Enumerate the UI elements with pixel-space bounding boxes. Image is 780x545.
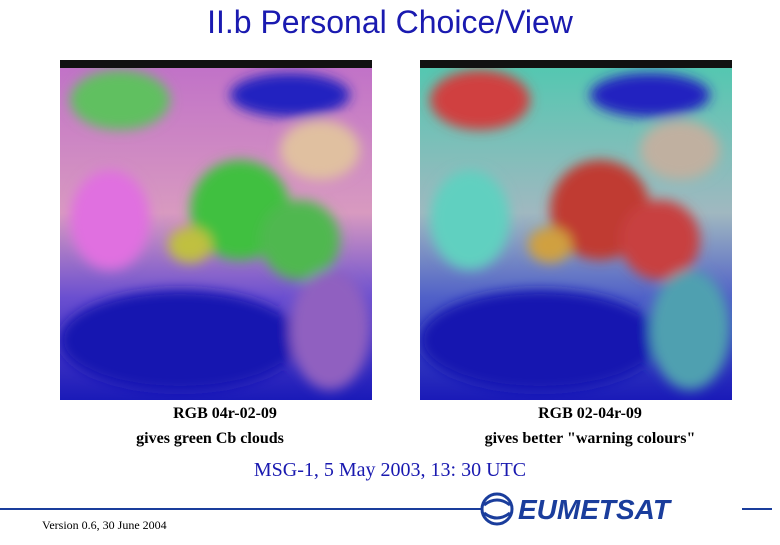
satellite-image-right <box>420 60 732 400</box>
logo-text: EUMETSAT <box>518 494 673 525</box>
slide-title: II.b Personal Choice/View <box>207 4 574 40</box>
caption-line: gives better "warning colours" <box>485 430 696 447</box>
satellite-image-left <box>60 60 372 400</box>
subtitle: MSG-1, 5 May 2003, 13: 30 UTC <box>254 459 526 481</box>
eumetsat-logo: EUMETSAT <box>480 492 673 526</box>
version-note: Version 0.6, 30 June 2004 <box>42 518 167 532</box>
caption-line: RGB 04r-02-09 <box>173 405 277 422</box>
caption-line: gives green Cb clouds <box>136 430 284 447</box>
caption-line: RGB 02-04r-09 <box>538 405 642 422</box>
